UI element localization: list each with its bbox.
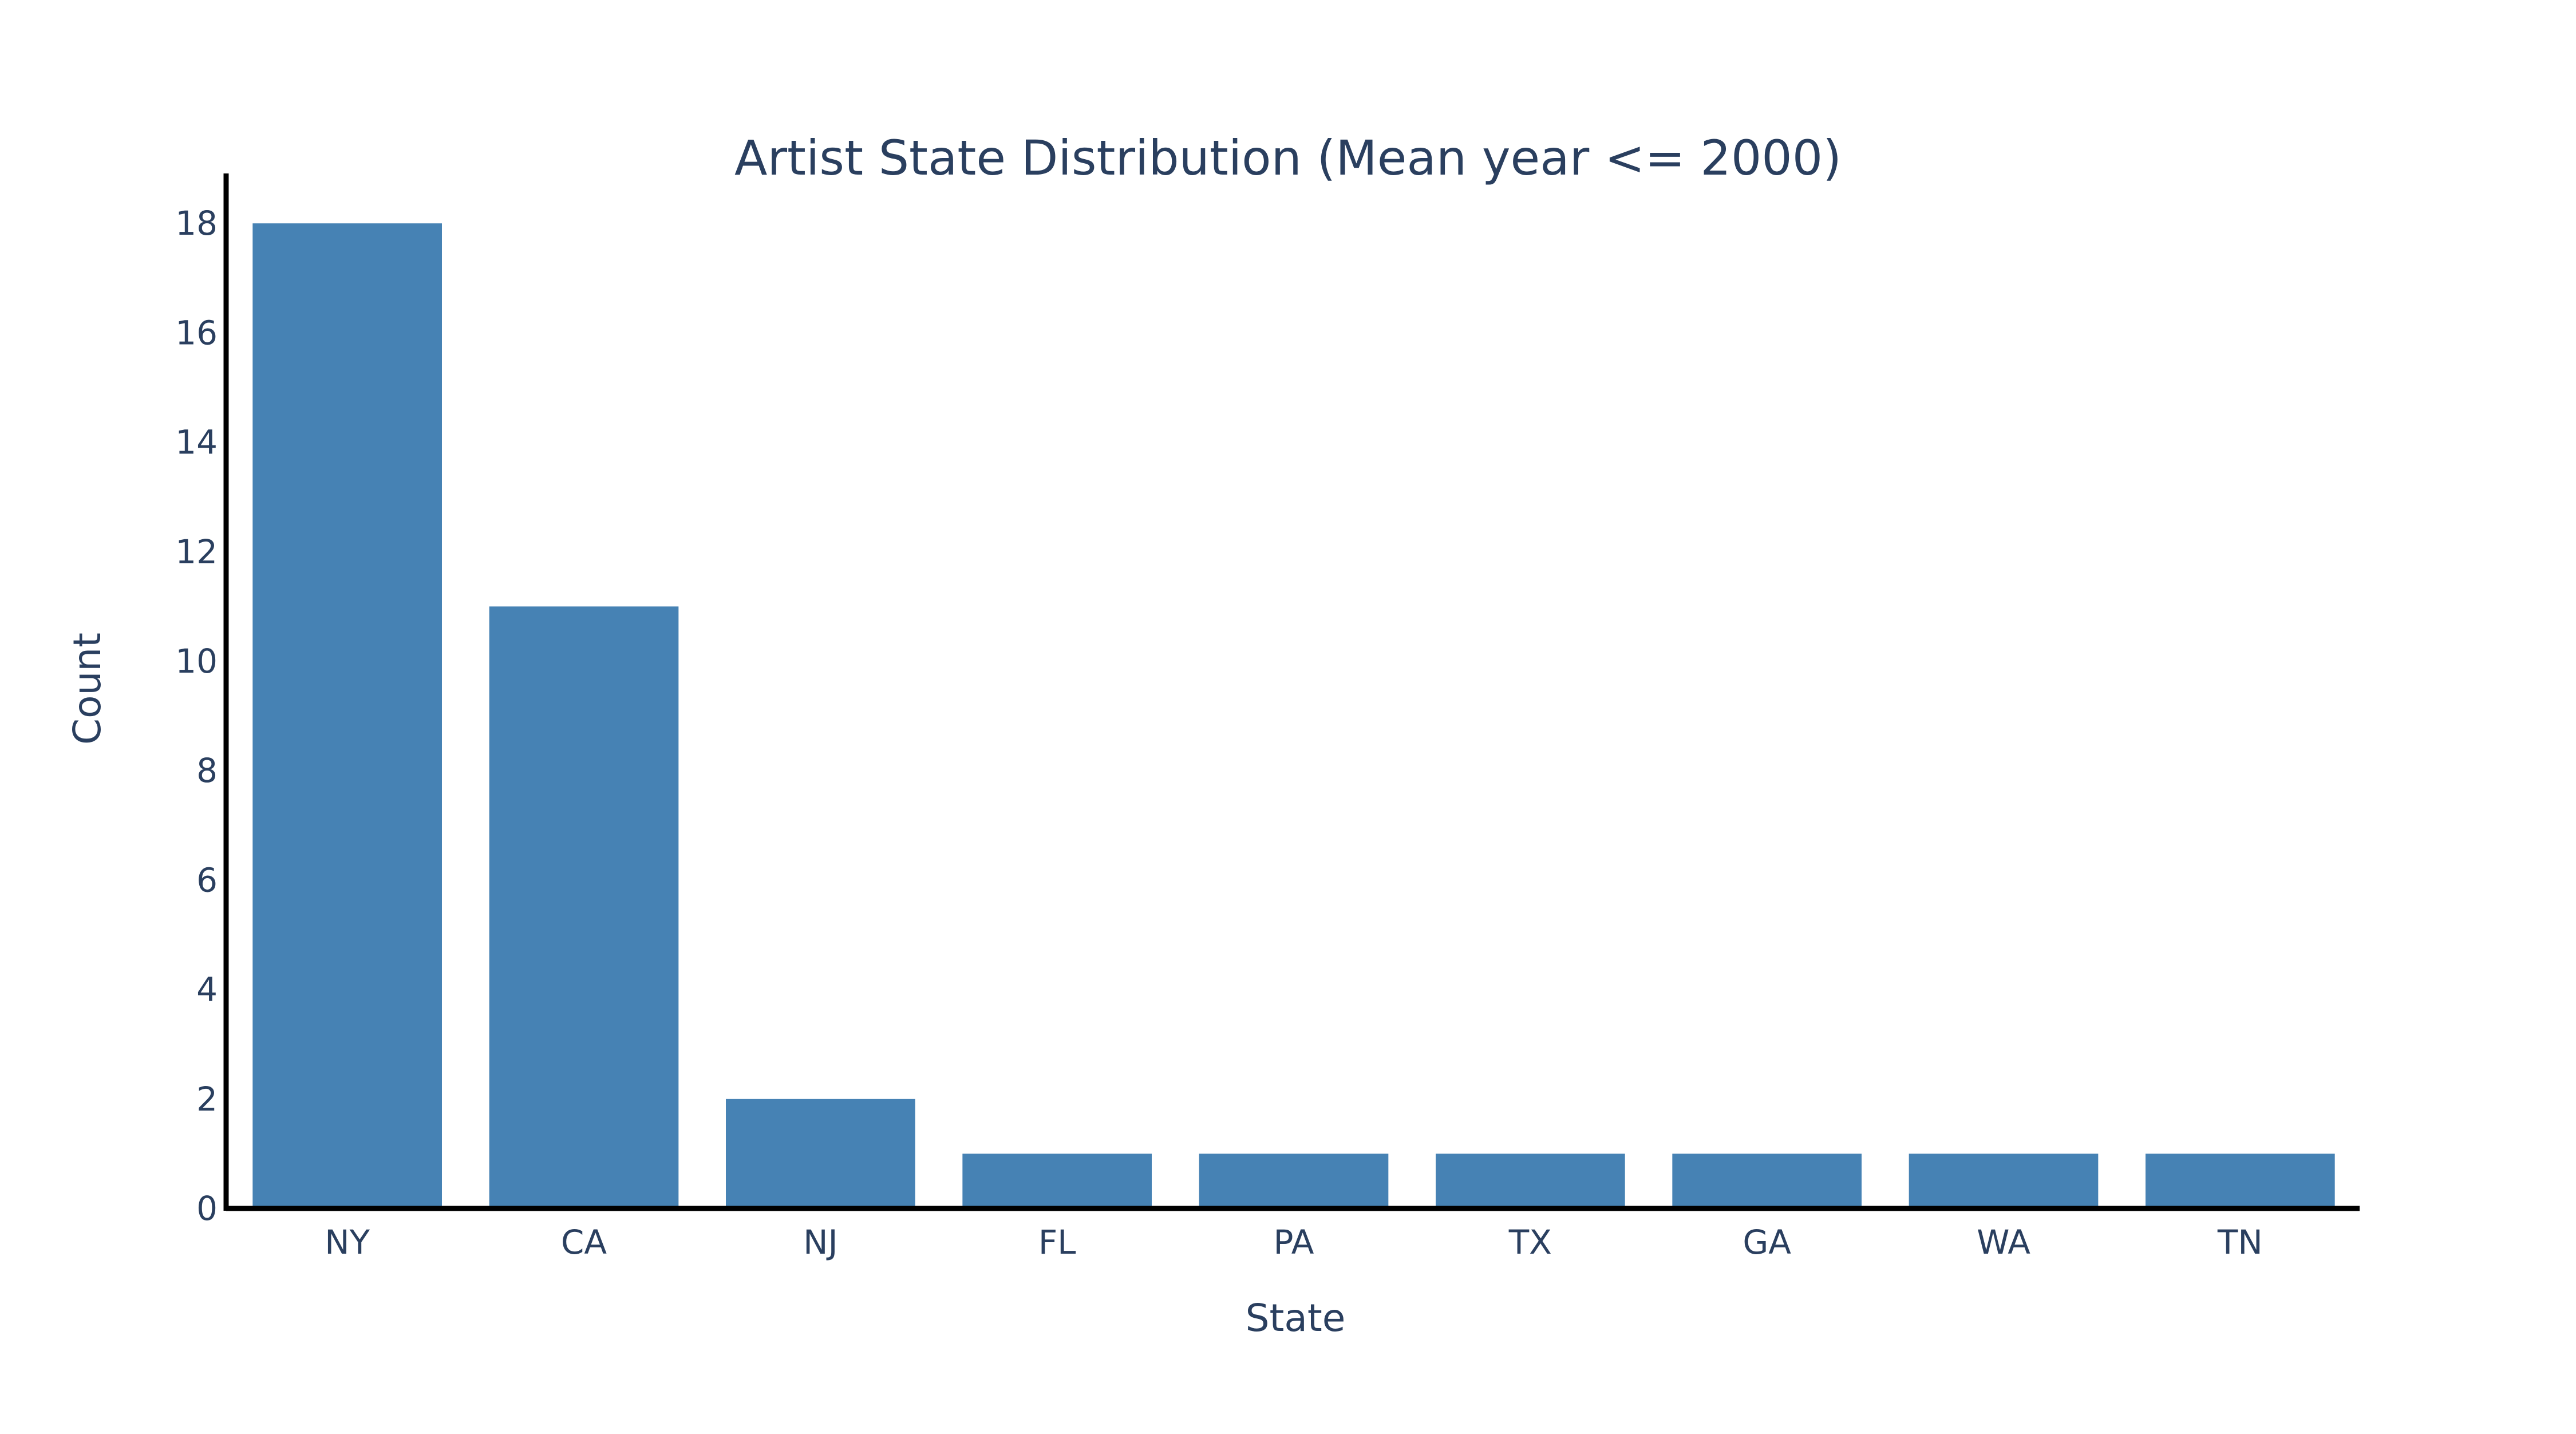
y-tick-label: 10 <box>175 642 218 681</box>
bar-pa <box>1199 1153 1389 1208</box>
x-tick-label: TN <box>2217 1223 2263 1262</box>
x-tick-labels: NY CA NJ FL PA TX GA WA TN <box>325 1223 2262 1262</box>
x-tick-label: NJ <box>803 1223 838 1262</box>
chart-title: Artist State Distribution (Mean year <= … <box>734 130 1842 186</box>
y-tick-label: 6 <box>196 860 218 899</box>
x-tick-label: WA <box>1977 1223 2030 1262</box>
bar-tn <box>2146 1153 2335 1208</box>
x-tick-label: PA <box>1274 1223 1314 1262</box>
x-tick-label: TX <box>1508 1223 1552 1262</box>
y-axis-title: Count <box>65 633 109 745</box>
bar-tx <box>1436 1153 1625 1208</box>
x-tick-label: NY <box>325 1223 370 1262</box>
y-tick-label: 2 <box>196 1080 218 1119</box>
bar-ca <box>489 606 679 1208</box>
x-tick-label: FL <box>1038 1223 1076 1262</box>
y-tick-label: 18 <box>175 204 218 243</box>
bar-wa <box>1909 1153 2099 1208</box>
y-tick-label: 14 <box>175 423 218 462</box>
y-tick-labels: 0 2 4 6 8 10 12 14 16 18 <box>175 204 218 1228</box>
bar-ny <box>252 223 442 1209</box>
x-tick-label: GA <box>1743 1223 1791 1262</box>
bar-ga <box>1672 1153 1862 1208</box>
bars-group <box>252 223 2335 1209</box>
bar-nj <box>726 1099 915 1208</box>
y-tick-label: 4 <box>196 970 218 1009</box>
x-tick-label: CA <box>561 1223 607 1262</box>
x-axis-title: State <box>1246 1296 1346 1340</box>
y-tick-label: 12 <box>175 532 218 571</box>
y-tick-label: 16 <box>175 313 218 352</box>
y-tick-label: 0 <box>196 1189 218 1228</box>
y-tick-label: 8 <box>196 751 218 790</box>
bar-fl <box>962 1153 1152 1208</box>
